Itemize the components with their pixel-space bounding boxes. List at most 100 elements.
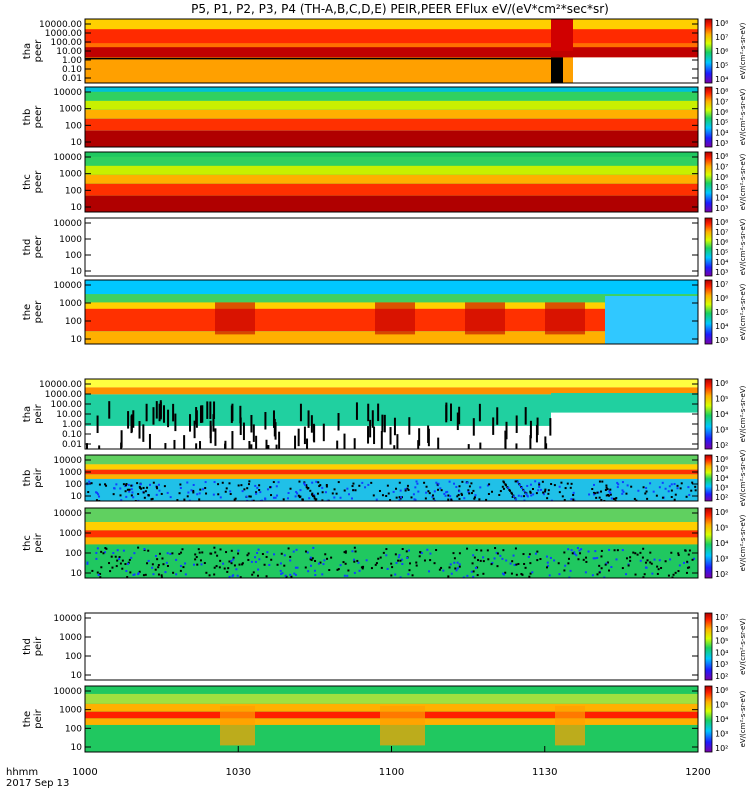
colorbar-tick-label: 10²	[715, 744, 728, 753]
y-tick-label: 10000	[53, 509, 82, 519]
panel-ylabel-probe: the	[22, 304, 33, 320]
colorbar-tick-label: 10⁶	[715, 379, 728, 388]
x-axis-label-hhmm: hhmm	[6, 767, 38, 778]
y-tick-label: 10000	[53, 219, 82, 229]
colorbar-tick-label: 10⁴	[715, 474, 728, 483]
y-tick-label: 100.00	[51, 38, 83, 48]
colorbar-tick-label: 10⁵	[715, 701, 728, 710]
y-tick-label: 1000	[59, 468, 82, 478]
panel-frame	[84, 86, 699, 148]
panel-ylabel-species: peer	[33, 300, 44, 324]
y-tick-label: 1000	[59, 105, 82, 115]
panel-ylabel-species: peer	[33, 170, 44, 194]
colorbar	[704, 454, 713, 502]
colorbar	[704, 86, 713, 148]
y-tick-label: 10	[71, 492, 83, 502]
panel-ylabel-species: peir	[33, 403, 44, 423]
colorbar-tick-label: 10⁶	[715, 455, 728, 464]
colorbar-tick-label: 10⁷	[715, 613, 728, 622]
colorbar-tick-label: 10⁶	[715, 47, 728, 56]
colorbar-unit-label: eV/(cm²-s-sr-eV)	[739, 22, 747, 79]
panel-ylabel-probe: the	[22, 711, 33, 727]
panel-frame	[84, 217, 699, 277]
y-tick-label: 100	[65, 251, 82, 261]
panel-ylabel-species: peer	[33, 105, 44, 129]
y-tick-label: 100	[65, 724, 82, 734]
colorbar-tick-label: 10⁴	[715, 410, 728, 419]
colorbar	[704, 151, 713, 213]
panel-frame	[84, 612, 699, 681]
spectrogram-image	[85, 152, 698, 212]
panel-frame	[84, 454, 699, 502]
colorbar-tick-label: 10²	[715, 570, 728, 579]
y-tick-label: 1000.00	[45, 390, 82, 400]
spectrogram-image	[85, 455, 698, 501]
colorbar-tick-label: 10⁵	[715, 395, 728, 404]
y-tick-label: 10	[71, 335, 83, 345]
y-tick-label: 100	[65, 652, 82, 662]
panel-ylabel-probe: thd	[22, 638, 33, 655]
y-tick-label: 100	[65, 549, 82, 559]
x-tick-label: 1000	[72, 767, 97, 778]
panel-ylabel-probe: thb	[22, 109, 33, 126]
y-tick-label: 10	[71, 138, 83, 148]
panel-ylabel-species: peir	[33, 467, 44, 487]
colorbar-tick-label: 10⁴	[715, 129, 728, 138]
panel-ylabel-species: peir	[33, 532, 44, 552]
colorbar-tick-label: 10⁴	[715, 715, 728, 724]
y-tick-label: 0.10	[62, 430, 82, 440]
colorbar-tick-label: 10⁷	[715, 280, 728, 289]
y-tick-label: 1000.00	[45, 29, 82, 39]
colorbar-tick-label: 10³	[715, 730, 728, 739]
panel-ylabel-species: peer	[33, 235, 44, 259]
colorbar-unit-label: eV/(cm²-s-sr-eV)	[739, 449, 747, 506]
colorbar-tick-label: 10⁵	[715, 308, 728, 317]
colorbar-tick-label: 10⁴	[715, 539, 728, 548]
y-tick-label: 100.00	[51, 400, 83, 410]
colorbar-tick-label: 10⁵	[715, 118, 728, 127]
colorbar-unit-label: eV/(cm²-s-sr-eV)	[739, 385, 747, 442]
colorbar-tick-label: 10⁷	[715, 33, 728, 42]
spectrogram-image	[85, 280, 698, 344]
spectrogram-image	[85, 19, 698, 83]
colorbar-tick-label: 10³	[715, 139, 728, 148]
x-tick-label: 1030	[226, 767, 251, 778]
y-tick-label: 1000	[59, 170, 82, 180]
spectrogram-image	[85, 508, 698, 578]
colorbar-unit-label: eV/(cm²-s-sr-eV)	[739, 618, 747, 675]
colorbar	[704, 612, 713, 681]
colorbar-tick-label: 10⁶	[715, 108, 728, 117]
colorbar-tick-label: 10⁶	[715, 686, 728, 695]
colorbar-tick-label: 10⁵	[715, 524, 728, 533]
colorbar-tick-label: 10⁸	[715, 87, 728, 96]
panel-the-peir: 10000 1000 100 10 the peir 10⁶ 10⁵ 10⁴ 10³ 10² eV/(…	[22, 685, 747, 753]
colorbar-tick-label: 10⁷	[715, 162, 728, 171]
y-tick-label: 10000.00	[39, 380, 82, 390]
colorbar-tick-label: 10²	[715, 493, 728, 502]
colorbar-unit-label: eV/(cm²-s-sr-eV)	[739, 514, 747, 571]
chart-title: P5, P1, P2, P3, P4 (TH-A,B,C,D,E) PEIR,P…	[191, 2, 609, 16]
spectrogram-image	[85, 613, 698, 680]
panel-ylabel-species: peir	[33, 708, 44, 728]
y-tick-label: 10000	[53, 281, 82, 291]
y-tick-label: 10000	[53, 456, 82, 466]
colorbar-tick-label: 10³	[715, 555, 728, 564]
x-tick-label: 1200	[685, 767, 710, 778]
panel-ylabel-species: peer	[33, 39, 44, 63]
colorbar-unit-label: eV/(cm²-s-sr-eV)	[739, 690, 747, 747]
colorbar-tick-label: 10⁴	[715, 322, 728, 331]
y-tick-label: 1.00	[62, 56, 82, 66]
y-tick-label: 10	[71, 671, 83, 681]
colorbar-unit-label: eV/(cm²-s-sr-eV)	[739, 153, 747, 210]
colorbar-tick-label: 10³	[715, 336, 728, 345]
y-tick-label: 10	[71, 203, 83, 213]
colorbar	[704, 378, 713, 450]
colorbar-tick-label: 10⁶	[715, 294, 728, 303]
colorbar-tick-label: 10³	[715, 660, 728, 669]
colorbar	[704, 217, 713, 277]
colorbar-tick-label: 10⁵	[715, 183, 728, 192]
y-tick-label: 100	[65, 186, 82, 196]
